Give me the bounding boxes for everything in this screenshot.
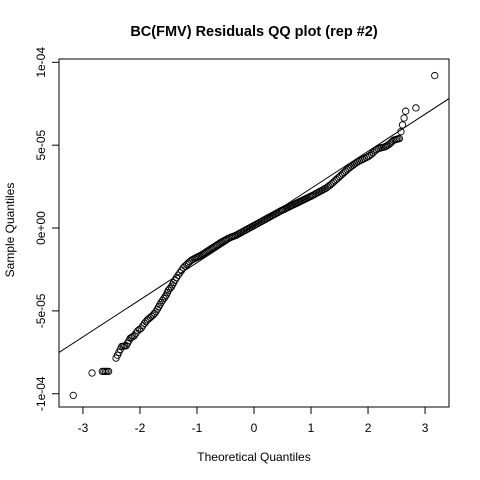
x-tick-label: 2	[365, 421, 372, 435]
y-axis: -1e-04 -5e-05 0e+00 5e-05 1e-04	[34, 47, 60, 411]
y-tick-label: 0e+00	[34, 211, 48, 245]
x-tick-label: -1	[192, 421, 203, 435]
x-tick-label: -3	[78, 421, 89, 435]
data-point	[412, 104, 420, 112]
x-tick-label: -2	[135, 421, 146, 435]
data-point	[104, 367, 113, 376]
y-tick-label: 5e-05	[34, 130, 48, 161]
data-point	[166, 284, 174, 293]
y-axis-label: Sample Quantiles	[3, 183, 17, 278]
x-axis-label: Theoretical Quantiles	[197, 450, 310, 464]
y-tick-label: -5e-05	[34, 293, 48, 328]
x-axis: -3 -2 -1 0 1 2 3	[78, 406, 429, 435]
x-tick-label: 1	[308, 421, 315, 435]
y-tick-label: 1e-04	[34, 47, 48, 78]
data-point	[161, 293, 169, 301]
data-point	[69, 391, 77, 400]
data-point	[400, 114, 408, 122]
data-point	[372, 146, 381, 154]
data-point	[158, 296, 167, 305]
points-layer	[69, 71, 439, 400]
data-point	[88, 369, 96, 377]
data-point	[398, 121, 407, 129]
data-point	[395, 134, 404, 143]
x-tick-label: 3	[422, 421, 429, 435]
y-tick-label: -1e-04	[34, 376, 48, 411]
data-point	[402, 107, 410, 115]
chart-title: BC(FMV) Residuals QQ plot (rep #2)	[130, 24, 377, 40]
x-tick-label: 0	[251, 421, 258, 435]
data-point	[397, 128, 405, 136]
data-point	[431, 71, 439, 80]
